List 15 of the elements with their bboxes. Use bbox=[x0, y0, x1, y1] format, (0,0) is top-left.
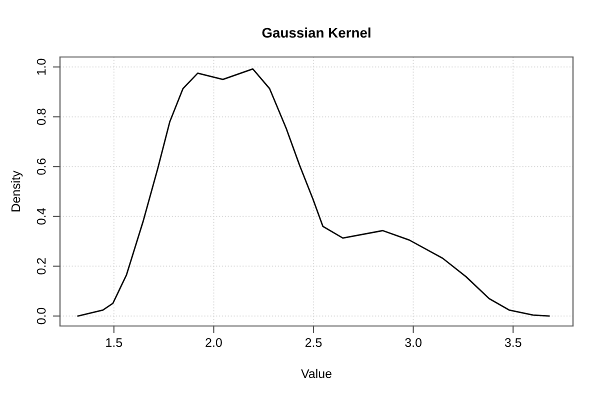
chart-title: Gaussian Kernel bbox=[262, 27, 370, 38]
x-tick-label: 3.0 bbox=[405, 338, 422, 347]
x-tick-label: 3.5 bbox=[504, 338, 522, 347]
x-tick-label: 2.5 bbox=[305, 338, 322, 347]
y-tick-label: 0.4 bbox=[36, 208, 46, 225]
y-tick-label: 0.6 bbox=[36, 158, 46, 175]
y-tick-label: 0.2 bbox=[36, 258, 46, 274]
x-tick-label: 1.5 bbox=[106, 338, 122, 347]
y-tick-label: 0.8 bbox=[36, 108, 46, 125]
y-tick-label: 1.0 bbox=[36, 58, 46, 75]
line-series bbox=[77, 68, 550, 317]
x-axis-title: Value bbox=[301, 368, 332, 378]
y-axis-title: Density bbox=[11, 170, 23, 212]
x-tick-label: 2.0 bbox=[206, 338, 222, 347]
y-tick-label: 0.0 bbox=[36, 308, 46, 324]
